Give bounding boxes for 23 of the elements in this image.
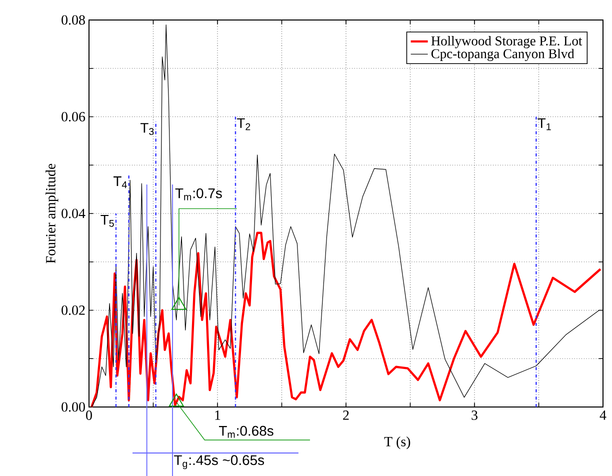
x-axis-title: T (s) [384, 436, 410, 450]
y-tick-label: 0.02 [62, 306, 85, 315]
annotation: T$_{m}$:0.68s [219, 426, 274, 438]
y-tick-label: 0.06 [62, 112, 86, 122]
x-tick-label: 3 [472, 410, 478, 420]
x-tick-label: 1 [215, 410, 220, 420]
ref-line-label: T$_{3}$ [140, 123, 154, 135]
legend-label: Cpc-topanga Canyon Blvd [431, 48, 574, 62]
ref-line-label: T$_{2}$ [236, 118, 250, 130]
ref-line-label: T$_{4}$ [114, 176, 127, 188]
line-series [90, 232, 602, 408]
x-tick-label: 4 [600, 410, 606, 420]
y-tick-label: 0.00 [62, 402, 85, 412]
ref-line-label: T$_{g}$:.45s ~0.65s [174, 455, 264, 470]
x-tick-label: 2 [343, 410, 349, 420]
ref-line-label: T$_{5}$ [100, 214, 114, 227]
y-axis-title: Fourier amplitude [46, 164, 58, 264]
annotation: T$_{m}$:0.7s [175, 188, 222, 200]
y-tick-label: 0.08 [62, 15, 85, 25]
y-tick-label: 0.04 [62, 208, 86, 218]
x-tick-label: 0 [86, 410, 92, 420]
ref-line-label: T$_{1}$ [538, 118, 551, 130]
legend-label: Hollywood Storage P.E. Lot [431, 36, 582, 48]
